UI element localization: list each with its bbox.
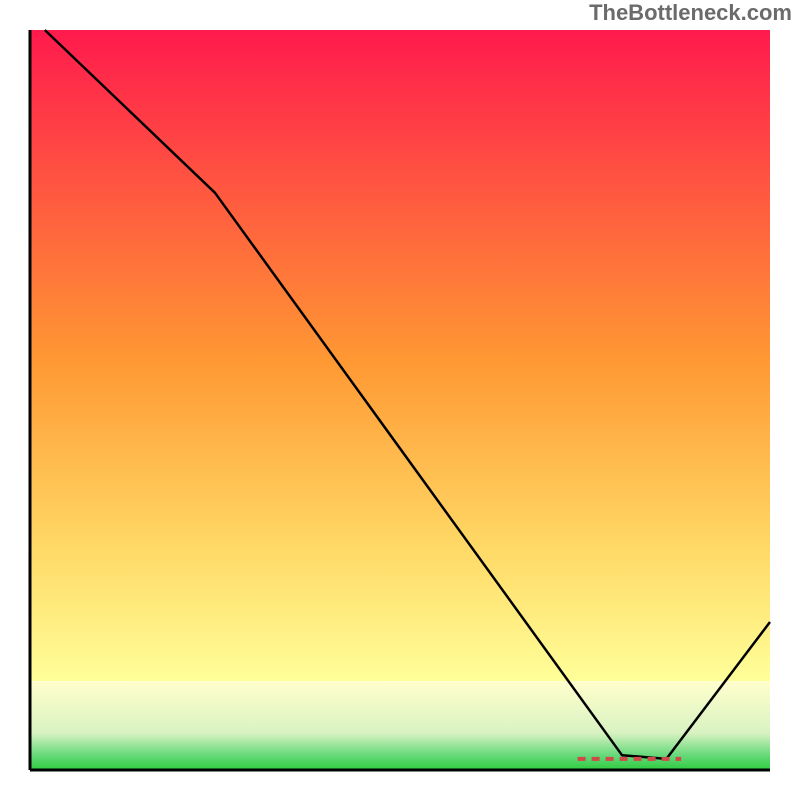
plot-background	[30, 30, 770, 770]
chart-container: TheBottleneck.com	[0, 0, 800, 800]
watermark-text: TheBottleneck.com	[589, 0, 792, 26]
bottleneck-chart	[0, 0, 800, 800]
